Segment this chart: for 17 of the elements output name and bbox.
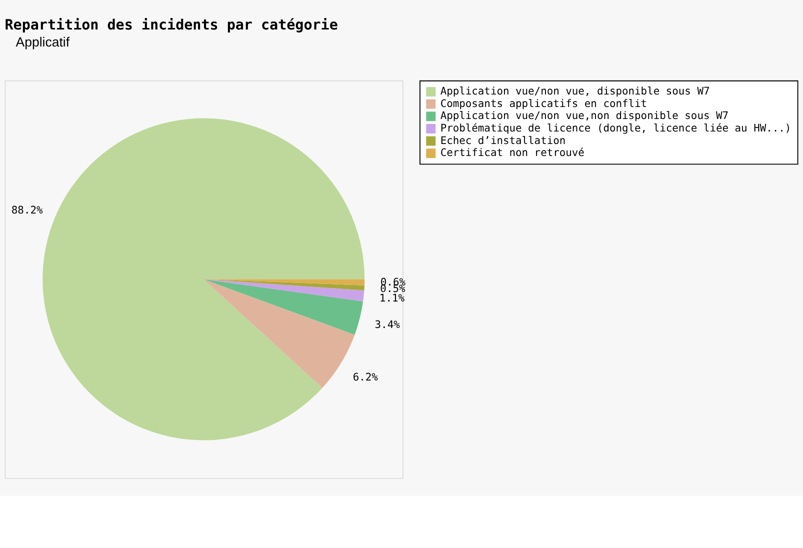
text: Applicatif	[16, 34, 70, 50]
data-label: 6.2%	[352, 372, 379, 384]
legend-label: Certificat non retrouvé	[440, 147, 584, 160]
pie-slice	[204, 279, 365, 286]
legend-label: Composants applicatifs en conflit	[440, 98, 648, 110]
pie-slice	[204, 279, 364, 290]
legend-label: Application vue/non vue,non disponible sous W7	[440, 110, 729, 122]
chart-title: Repartition des incidents par catégorie	[4, 17, 338, 34]
data-label: 1.1%	[379, 292, 406, 305]
legend-label: Application vue/non vue, disponible sous W7	[440, 86, 710, 98]
pie-slice	[204, 279, 364, 335]
legend-label: Problématique de licence (dongle, licence liée au HW...)	[440, 122, 792, 135]
data-label: 88.2%	[11, 204, 44, 216]
legend-label: Echec d’installation	[440, 134, 566, 147]
data-label: 3.4%	[374, 319, 401, 332]
data-label: 0.5%	[380, 283, 406, 296]
pie-slice	[204, 279, 355, 388]
